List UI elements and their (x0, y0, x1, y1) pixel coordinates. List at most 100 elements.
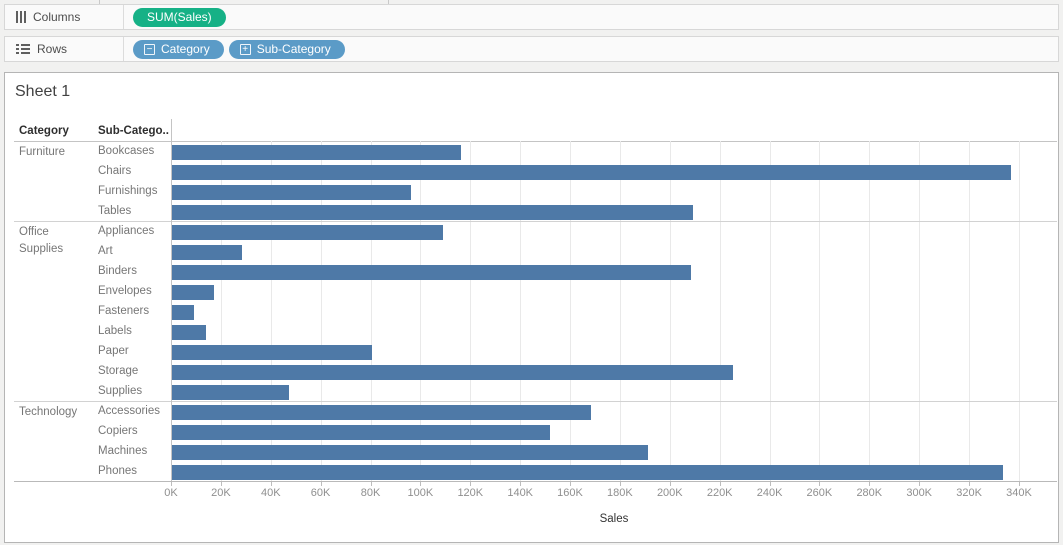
pill-sub-category[interactable]: + Sub-Category (228, 39, 345, 59)
sub-category-label-paper[interactable]: Paper (98, 345, 129, 357)
bar-appliances[interactable] (172, 225, 443, 240)
sub-category-label-furnishings[interactable]: Furnishings (98, 185, 158, 197)
sub-category-label-fasteners[interactable]: Fasteners (98, 305, 150, 317)
gridline-320K (969, 141, 971, 481)
gridline-60K (320, 141, 322, 481)
bar-art[interactable] (172, 245, 242, 260)
tick-140K (520, 482, 522, 486)
bar-paper[interactable] (172, 345, 372, 360)
tick-320K (969, 482, 971, 486)
expand-hierarchy-icon[interactable]: + (239, 43, 251, 55)
bar-tables[interactable] (172, 205, 694, 220)
sub-category-label-appliances[interactable]: Appliances (98, 225, 155, 237)
tick-160K (570, 482, 571, 486)
bar-storage[interactable] (172, 365, 734, 380)
sheet-title: Sheet 1 (15, 83, 71, 100)
tick-label-280K: 280K (856, 487, 883, 499)
x-axis-line (14, 481, 1057, 482)
rows-pill-zone[interactable]: − Category + Sub-Category (124, 37, 1058, 61)
sub-category-label-chairs[interactable]: Chairs (98, 165, 132, 177)
pill-category-label: Category (161, 42, 210, 56)
tick-180K (619, 482, 621, 486)
bar-fasteners[interactable] (172, 305, 195, 320)
sub-category-label-bookcases[interactable]: Bookcases (98, 145, 155, 157)
tick-label-140K: 140K (507, 487, 534, 499)
tick-label-20K: 20K (211, 487, 231, 499)
columns-icon (16, 11, 26, 23)
columns-pill-zone[interactable]: SUM(Sales) (124, 5, 1058, 29)
sub-category-label-labels[interactable]: Labels (98, 325, 132, 337)
pill-sub-category-label: Sub-Category (256, 42, 331, 56)
bar-bookcases[interactable] (172, 145, 462, 160)
tick-label-220K: 220K (706, 487, 733, 499)
bar-binders[interactable] (172, 265, 691, 280)
tick-260K (819, 482, 821, 486)
bar-chairs[interactable] (172, 165, 1012, 180)
pill-sum-sales[interactable]: SUM(Sales) (133, 7, 226, 27)
gridline-220K (719, 141, 721, 481)
gridline-20K (220, 141, 222, 481)
bar-supplies[interactable] (172, 385, 290, 400)
category-divider (14, 221, 1057, 222)
bar-copiers[interactable] (172, 425, 550, 440)
tick-label-40K: 40K (261, 487, 281, 499)
tick-label-160K: 160K (557, 487, 583, 499)
bar-furnishings[interactable] (172, 185, 412, 200)
gridline-180K (619, 141, 621, 481)
sub-category-label-storage[interactable]: Storage (98, 365, 139, 377)
bar-accessories[interactable] (172, 405, 591, 420)
tick-220K (719, 482, 721, 486)
sub-category-label-supplies[interactable]: Supplies (98, 385, 143, 397)
sub-category-label-tables[interactable]: Tables (98, 205, 132, 217)
collapse-hierarchy-icon[interactable]: − (144, 43, 155, 55)
bar-phones[interactable] (172, 465, 1003, 480)
gridline-140K (520, 141, 522, 481)
tick-label-340K: 340K (1006, 487, 1032, 499)
tick-240K (769, 482, 771, 486)
tick-80K (370, 482, 372, 486)
category-label-office-supplies[interactable]: Office Supplies (19, 226, 64, 255)
tick-0K (171, 482, 172, 486)
tick-340K (1019, 482, 1020, 486)
bar-machines[interactable] (172, 445, 649, 460)
gridline-160K (570, 141, 571, 481)
category-label-furniture[interactable]: Furniture (19, 146, 66, 158)
header-category[interactable]: Category (19, 125, 69, 137)
gridline-80K (370, 141, 372, 481)
sub-category-label-accessories[interactable]: Accessories (98, 405, 160, 417)
pill-category[interactable]: − Category (133, 39, 224, 59)
sheet-panel: Sheet 1 Category Sub-Catego.. 0K 20K 40K 60… (4, 72, 1059, 543)
header-sub-category[interactable]: Sub-Catego.. (98, 125, 169, 137)
category-label-technology[interactable]: Technology (19, 406, 78, 418)
tick-100K (420, 482, 422, 486)
sub-category-label-machines[interactable]: Machines (98, 445, 148, 457)
gridline-40K (270, 141, 272, 481)
sub-category-label-phones[interactable]: Phones (98, 465, 138, 477)
rows-shelf-label: Rows (37, 42, 68, 56)
columns-shelf-label-zone: Columns (5, 5, 124, 29)
sub-category-label-envelopes[interactable]: Envelopes (98, 285, 152, 297)
rows-shelf: Rows − Category + Sub-Category (4, 36, 1059, 62)
y-axis-line (171, 119, 172, 481)
category-divider (14, 401, 1057, 402)
tick-label-0K: 0K (164, 487, 178, 499)
sub-category-label-art[interactable]: Art (98, 245, 113, 257)
sub-category-label-copiers[interactable]: Copiers (98, 425, 138, 437)
tick-40K (270, 482, 272, 486)
gridline-280K (869, 141, 871, 481)
bar-labels[interactable] (172, 325, 206, 340)
tick-label-80K: 80K (360, 487, 381, 499)
sub-category-label-binders[interactable]: Binders (98, 265, 137, 277)
bar-envelopes[interactable] (172, 285, 215, 300)
gridline-240K (769, 141, 771, 481)
pill-sum-sales-label: SUM(Sales) (147, 10, 212, 24)
tick-label-60K: 60K (310, 487, 331, 499)
tick-60K (320, 482, 322, 486)
tick-label-300K: 300K (906, 487, 933, 499)
tick-120K (470, 482, 472, 486)
tick-label-260K: 260K (806, 487, 833, 499)
tick-20K (220, 482, 222, 486)
columns-shelf-label: Columns (33, 10, 81, 24)
gridline-100K (420, 141, 422, 481)
